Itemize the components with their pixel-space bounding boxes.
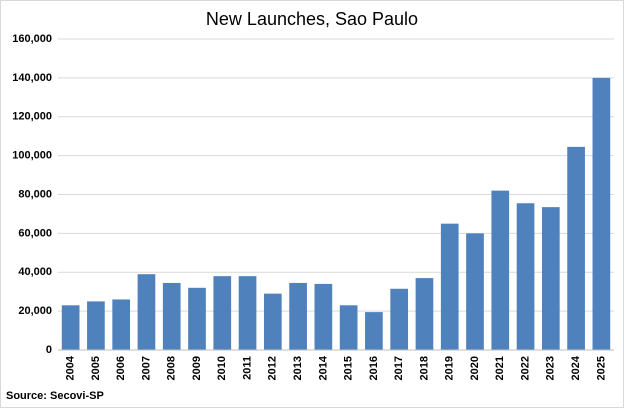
- x-tick-label: 2019: [444, 356, 456, 380]
- y-tick-label: 100,000: [12, 150, 52, 162]
- x-tick-label: 2011: [241, 356, 253, 380]
- y-tick-label: 40,000: [18, 266, 52, 278]
- y-tick-label: 160,000: [12, 33, 52, 45]
- y-tick-label: 0: [46, 344, 52, 356]
- bar: [137, 274, 156, 350]
- x-tick-label: 2005: [90, 356, 102, 380]
- bar: [491, 190, 510, 350]
- bar: [263, 293, 282, 350]
- bar: [365, 312, 383, 350]
- chart-title: New Launches, Sao Paulo: [206, 9, 418, 29]
- x-tick-label: 2007: [140, 356, 152, 380]
- x-tick-label: 2016: [368, 356, 380, 380]
- source-note: Source: Secovi-SP: [6, 390, 104, 402]
- x-tick-label: 2018: [418, 356, 430, 380]
- x-tick-label: 2004: [65, 355, 77, 380]
- bar: [466, 233, 484, 350]
- bar: [162, 282, 181, 350]
- x-tick-label: 2020: [469, 356, 481, 380]
- x-tick-label: 2014: [317, 355, 329, 380]
- bar: [314, 283, 333, 350]
- y-tick-label: 140,000: [12, 72, 52, 84]
- x-tick-label: 2008: [166, 356, 178, 380]
- y-tick-label: 20,000: [18, 305, 52, 317]
- bar: [541, 207, 560, 350]
- bar: [415, 278, 434, 350]
- bar: [592, 77, 611, 350]
- bar: [289, 282, 307, 350]
- x-tick-label: 2015: [343, 356, 355, 380]
- bar: [238, 276, 257, 350]
- x-tick-label: 2013: [292, 356, 304, 380]
- y-tick-label: 120,000: [12, 111, 52, 123]
- x-tick-label: 2021: [494, 356, 506, 380]
- x-tick-label: 2006: [115, 356, 127, 380]
- bar: [567, 146, 585, 350]
- x-tick-label: 2024: [570, 355, 582, 380]
- bar: [112, 299, 131, 350]
- x-tick-label: 2025: [595, 356, 607, 380]
- x-tick-label: 2022: [519, 356, 531, 380]
- bar: [516, 203, 535, 350]
- bar: [61, 305, 80, 350]
- x-tick-label: 2012: [267, 356, 279, 380]
- bar: [390, 288, 409, 350]
- bar: [440, 223, 459, 350]
- y-tick-label: 60,000: [18, 227, 52, 239]
- x-tick-label: 2009: [191, 356, 203, 380]
- bar: [188, 287, 206, 350]
- bar: [213, 276, 232, 350]
- bar: [339, 305, 358, 350]
- x-tick-label: 2023: [545, 356, 557, 380]
- y-tick-label: 80,000: [18, 188, 52, 200]
- x-tick-label: 2017: [393, 356, 405, 380]
- x-tick-label: 2010: [216, 356, 228, 380]
- bar: [87, 301, 105, 350]
